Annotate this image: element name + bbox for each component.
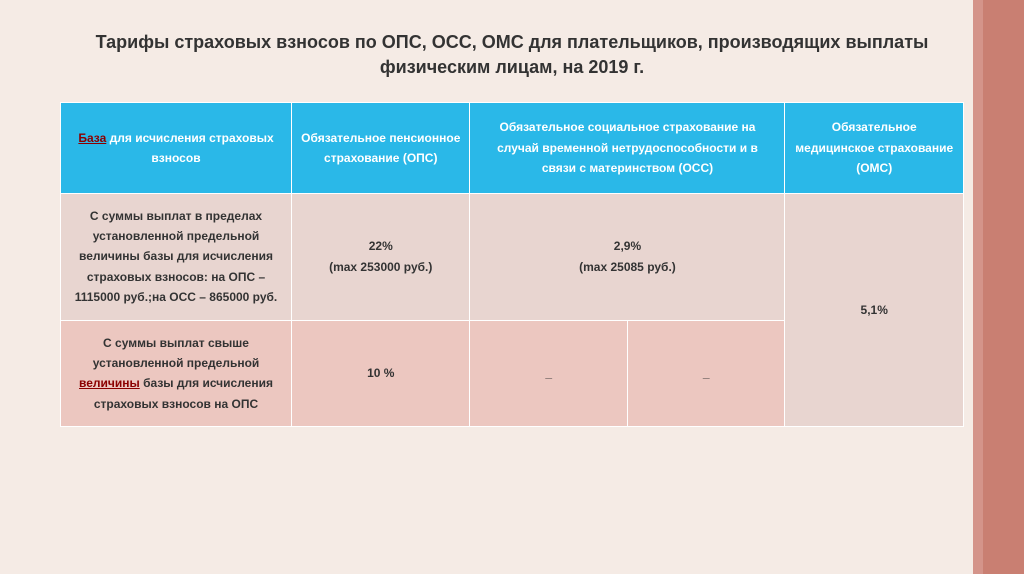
header-oss: Обязательное социальное страхование на с… [470,103,785,193]
header-base-underlined: База [78,131,106,145]
row1-ops: 22% (max 253000 руб.) [292,193,470,320]
row2-base: С суммы выплат свыше установленной преде… [61,320,292,427]
header-ops: Обязательное пенсионное страхование (ОПС… [292,103,470,193]
row1-oss-max: (max 25085 руб.) [579,260,676,274]
table-header-row: База для исчисления страховых взносов Об… [61,103,964,193]
row1-oss: 2,9% (max 25085 руб.) [470,193,785,320]
row1-ops-rate: 22% [369,239,393,253]
header-oms: Обязательное медицинское страхование (ОМ… [785,103,964,193]
page-title: Тарифы страховых взносов по ОПС, ОСС, ОМ… [60,30,964,80]
row2-base-underlined: величины [79,376,140,390]
row2-oss-b: _ [627,320,784,427]
row1-oss-rate: 2,9% [614,239,641,253]
row2-ops: 10 % [292,320,470,427]
table-row: С суммы выплат в пределах установленной … [61,193,964,320]
row2-base-prefix: С суммы выплат свыше установленной преде… [93,336,260,370]
row1-base: С суммы выплат в пределах установленной … [61,193,292,320]
row2-oss-a: _ [470,320,627,427]
header-base: База для исчисления страховых взносов [61,103,292,193]
header-base-rest: для исчисления страховых взносов [106,131,273,165]
row1-ops-max: (max 253000 руб.) [329,260,432,274]
oms-rate: 5,1% [785,193,964,427]
tariff-table: База для исчисления страховых взносов Об… [60,102,964,427]
